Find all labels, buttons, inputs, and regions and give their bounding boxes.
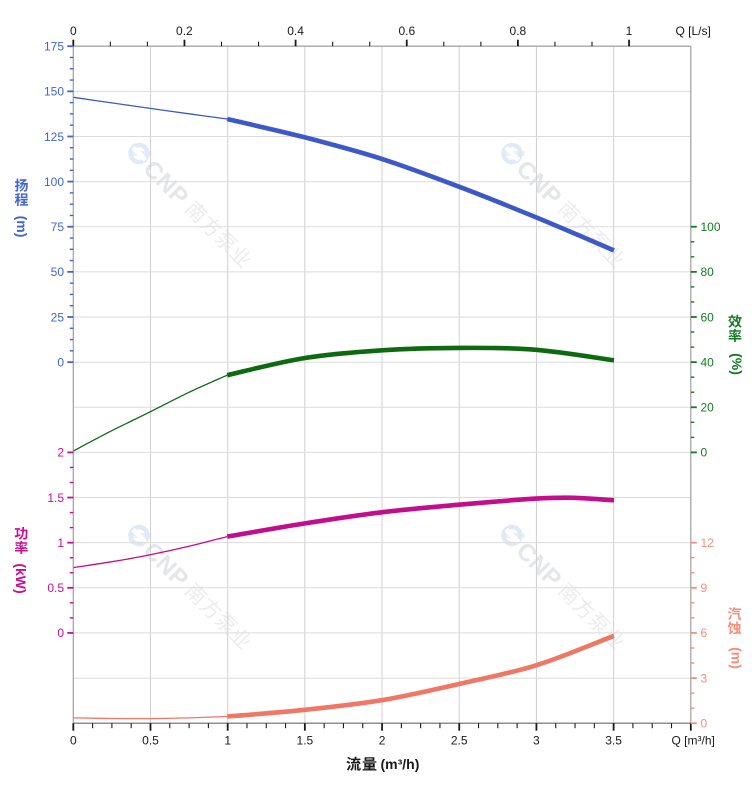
- svg-text:0.2: 0.2: [176, 24, 193, 38]
- svg-text:80: 80: [701, 265, 715, 279]
- svg-text:(m): (m): [14, 216, 30, 238]
- svg-text:0.8: 0.8: [510, 24, 527, 38]
- svg-text:20: 20: [701, 401, 715, 415]
- svg-text:0.5: 0.5: [142, 734, 159, 748]
- svg-text:2.5: 2.5: [451, 734, 468, 748]
- svg-text:6: 6: [701, 626, 708, 640]
- svg-text:Q [m³/h]: Q [m³/h]: [672, 734, 715, 748]
- svg-text:175: 175: [44, 40, 64, 54]
- svg-text:0: 0: [70, 24, 77, 38]
- svg-text:2: 2: [57, 446, 64, 460]
- svg-text:0: 0: [57, 355, 64, 369]
- svg-text:1: 1: [224, 734, 231, 748]
- svg-text:12: 12: [701, 536, 715, 550]
- svg-text:1: 1: [57, 536, 64, 550]
- svg-text:60: 60: [701, 310, 715, 324]
- svg-text:1.5: 1.5: [297, 734, 314, 748]
- svg-text:2: 2: [379, 734, 386, 748]
- svg-text:Q [L/s]: Q [L/s]: [676, 24, 711, 38]
- svg-text:125: 125: [44, 130, 64, 144]
- svg-text:3.5: 3.5: [605, 734, 622, 748]
- svg-text:40: 40: [701, 355, 715, 369]
- svg-text:0.4: 0.4: [287, 24, 304, 38]
- svg-text:(m): (m): [729, 647, 745, 669]
- svg-text:100: 100: [44, 175, 64, 189]
- svg-text:0: 0: [701, 446, 708, 460]
- svg-text:0: 0: [57, 626, 64, 640]
- svg-text:50: 50: [51, 265, 65, 279]
- svg-text:0: 0: [701, 717, 708, 731]
- svg-text:3: 3: [701, 671, 708, 685]
- svg-text:0: 0: [70, 734, 77, 748]
- svg-text:(%): (%): [729, 353, 745, 375]
- svg-text:(m³/h): (m³/h): [381, 756, 420, 772]
- svg-text:150: 150: [44, 85, 64, 99]
- svg-text:75: 75: [51, 220, 65, 234]
- svg-text:1.5: 1.5: [47, 491, 64, 505]
- svg-text:1: 1: [626, 24, 633, 38]
- svg-text:0.5: 0.5: [47, 581, 64, 595]
- svg-text:100: 100: [701, 220, 721, 234]
- svg-text:9: 9: [701, 581, 708, 595]
- svg-text:0.6: 0.6: [398, 24, 415, 38]
- svg-text:(kW): (kW): [13, 563, 29, 593]
- svg-text:25: 25: [51, 310, 65, 324]
- svg-text:3: 3: [533, 734, 540, 748]
